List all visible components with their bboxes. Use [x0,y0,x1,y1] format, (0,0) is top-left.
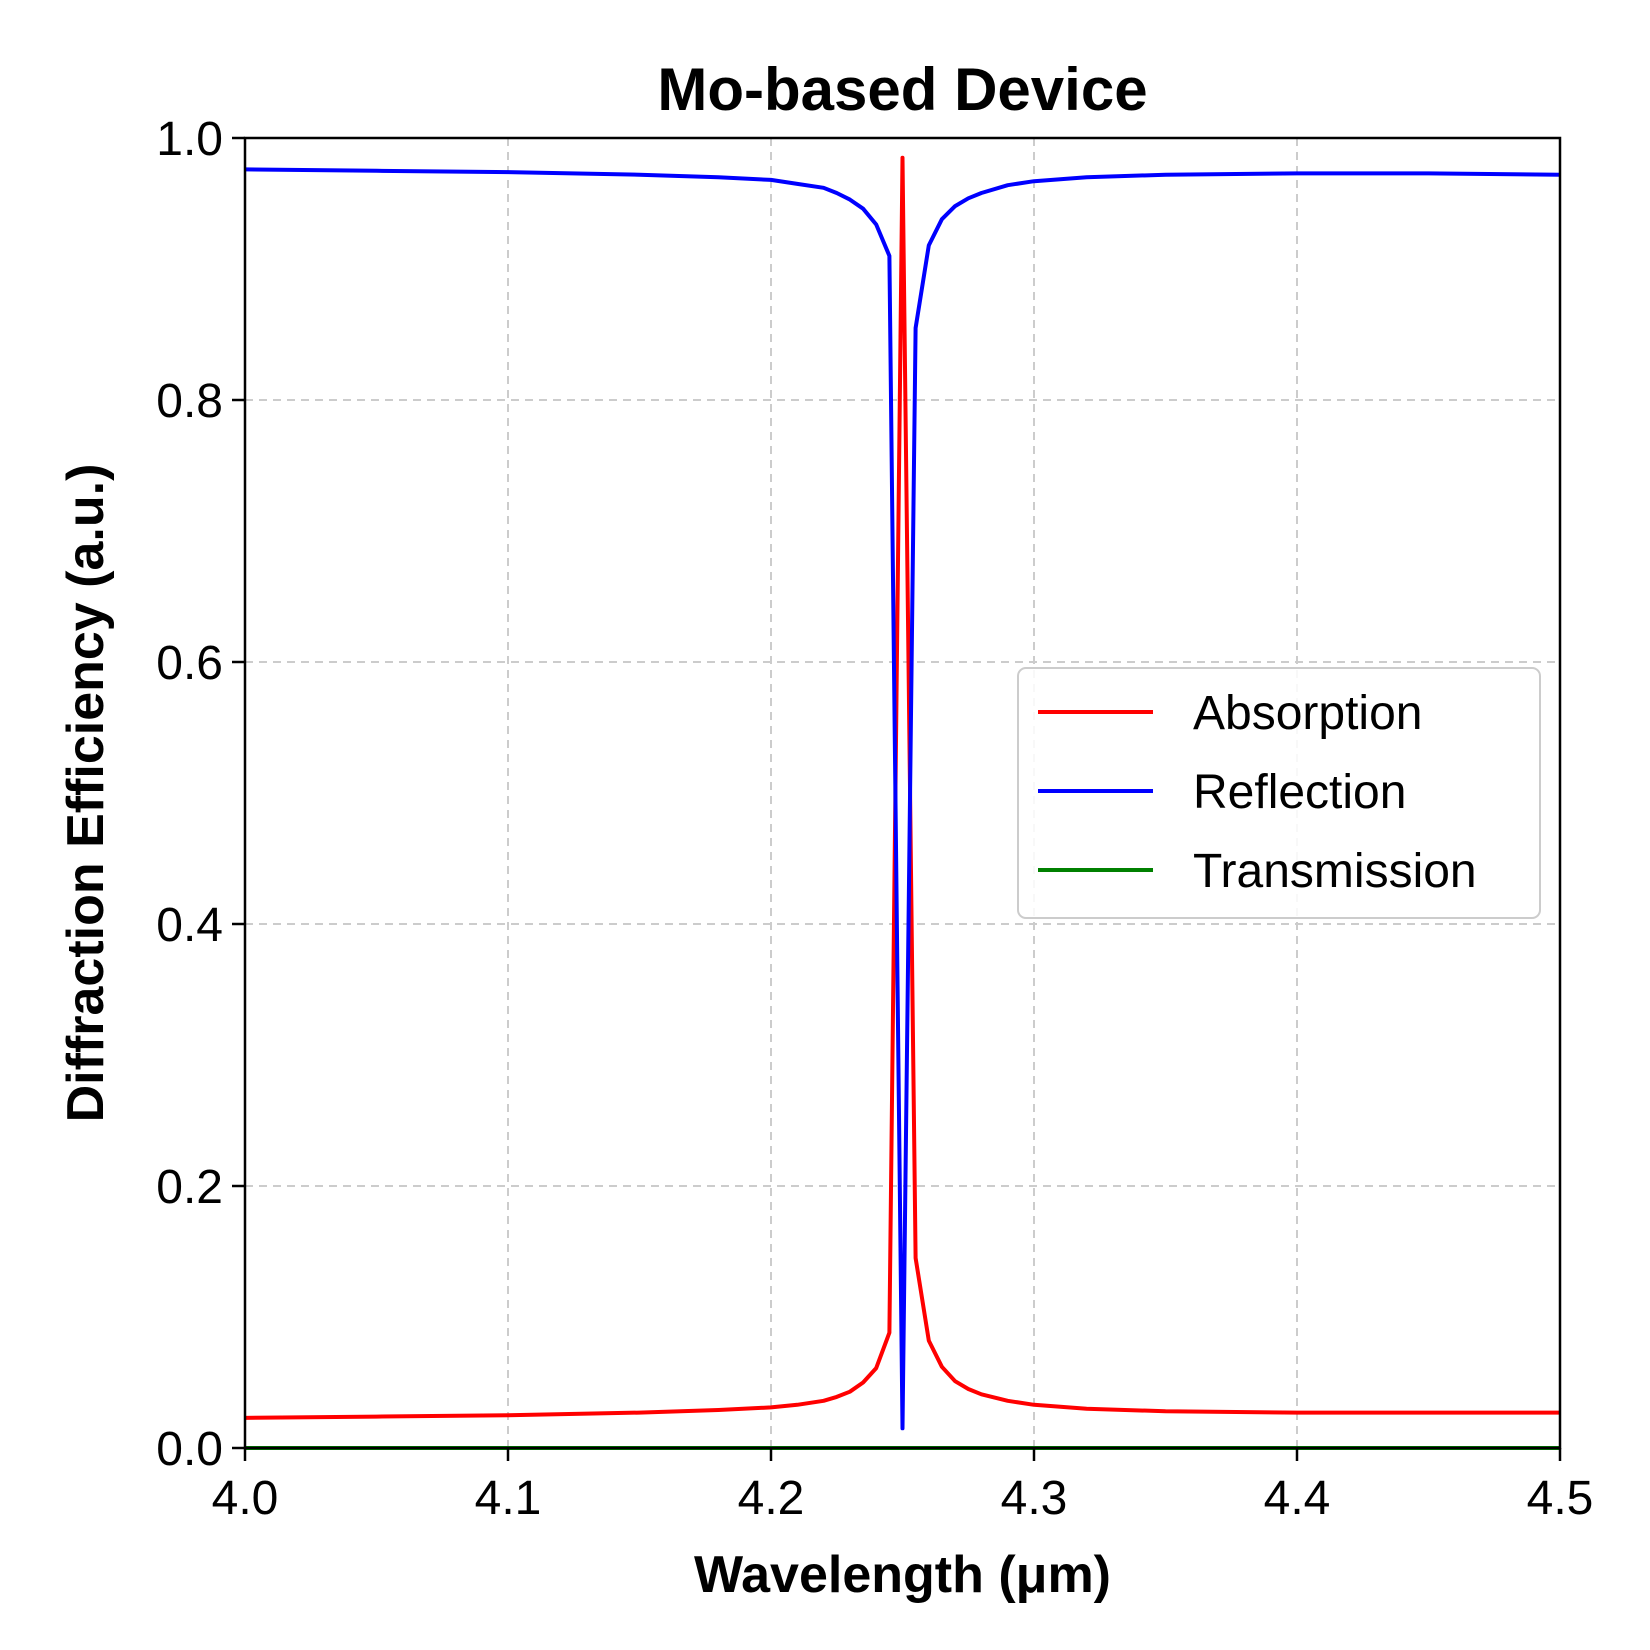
grid [245,138,1560,1448]
x-tick-label: 4.0 [212,1472,279,1525]
chart-title: Mo-based Device [657,56,1147,123]
legend-label-reflection: Reflection [1193,766,1406,819]
y-tick-label: 0.2 [156,1161,223,1214]
plot-frame [243,136,1562,1450]
x-tick-label: 4.4 [1264,1472,1331,1525]
y-tick-label: 0.6 [156,637,223,690]
x-axis-label: Wavelength (μm) [694,1546,1111,1604]
y-tick-label: 0.4 [156,899,223,952]
x-tick-label: 4.5 [1527,1472,1594,1525]
y-tick-label: 0.0 [156,1423,223,1476]
legend: Absorption Reflection Transmission [1017,667,1541,919]
series-line-absorption [244,155,1560,1420]
series-line-reflection [244,167,1561,1431]
y-tick-label: 1.0 [156,113,223,166]
y-tick-label: 0.8 [156,375,223,428]
x-tick-label: 4.2 [738,1472,805,1525]
legend-box [1017,667,1541,919]
x-tick-label: 4.3 [1001,1472,1068,1525]
y-axis-label: Diffraction Efficiency (a.u.) [57,464,115,1123]
x-tick-label: 4.1 [475,1472,542,1525]
axis-ticks: 4.0 4.1 4.2 4.3 4.4 4.5 0.0 0.2 0.4 0.6 0.8 1.0 [156,113,1593,1525]
legend-label-transmission: Transmission [1193,845,1477,898]
legend-label-absorption: Absorption [1193,687,1422,740]
